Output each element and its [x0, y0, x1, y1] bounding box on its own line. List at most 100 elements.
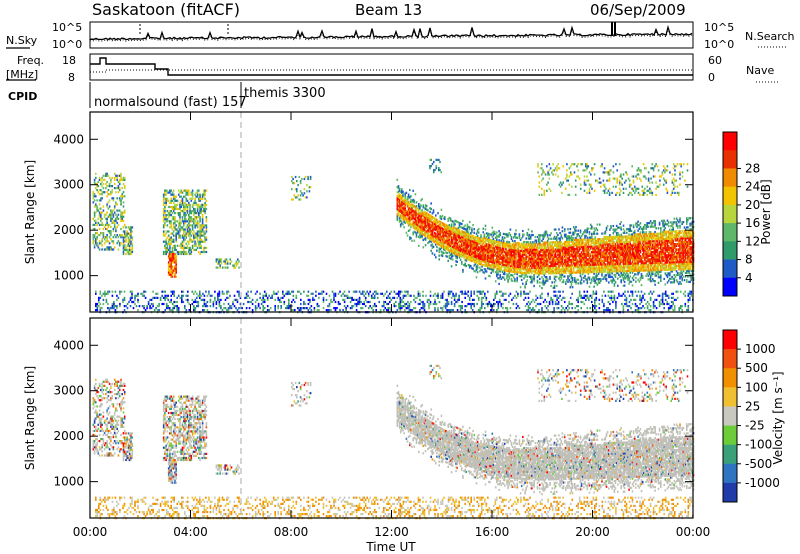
scatter-cell [597, 272, 600, 275]
scatter-cell [421, 227, 423, 230]
scatter-cell [111, 217, 113, 220]
scatter-cell [596, 267, 599, 270]
scatter-cell [466, 229, 469, 232]
scatter-cell [559, 275, 561, 278]
scatter-cell [541, 272, 543, 275]
scatter-cell [199, 242, 201, 245]
scatter-cell [596, 229, 599, 232]
scatter-cell [106, 221, 108, 224]
scatter-cell [421, 218, 423, 221]
scatter-cell [181, 236, 184, 239]
scatter-cell [476, 258, 479, 261]
scatter-cell [502, 254, 505, 257]
scatter-cell [606, 171, 608, 174]
scatter-cell [545, 232, 548, 235]
scatter-cell [205, 216, 208, 219]
scatter-cell [593, 280, 595, 283]
scatter-cell [501, 238, 504, 241]
scatter-cell [562, 262, 565, 265]
scatter-cell [482, 231, 485, 234]
scatter-cell [586, 163, 588, 166]
scatter-cell [404, 210, 406, 213]
scatter-cell [307, 175, 309, 179]
scatter-cell [472, 258, 474, 261]
scatter-cell [103, 215, 106, 218]
scatter-cell [536, 254, 539, 257]
scatter-cell [106, 246, 108, 249]
scatter-cell [456, 228, 458, 231]
scatter-cell [532, 243, 534, 246]
scatter-cell [502, 245, 505, 248]
scatter-cell [439, 231, 442, 234]
scatter-cell [566, 235, 568, 238]
scatter-cell [164, 216, 166, 219]
scatter-cell [165, 216, 167, 219]
scatter-cell [602, 268, 604, 271]
scatter-cell [542, 236, 544, 239]
scatter-cell [487, 256, 489, 259]
scatter-cell [466, 236, 469, 239]
scatter-cell [398, 193, 401, 196]
scatter-cell [449, 242, 452, 245]
scatter-cell [128, 226, 131, 229]
scatter-cell [571, 231, 574, 234]
scatter-cell [439, 160, 441, 164]
scatter-cell [181, 210, 184, 213]
scatter-cell [593, 278, 595, 281]
scatter-cell [179, 222, 181, 225]
scatter-cell [446, 242, 448, 245]
scatter-cell [120, 172, 122, 175]
scatter-cell [509, 264, 512, 268]
scatter-cell [529, 277, 532, 280]
scatter-cell [598, 263, 601, 266]
scatter-cell [536, 275, 539, 279]
scatter-cell [600, 245, 602, 248]
scatter-cell [193, 234, 195, 237]
scatter-cell [662, 177, 665, 180]
scatter-cell [514, 278, 516, 281]
scatter-cell [467, 233, 470, 236]
scatter-cell [505, 249, 507, 252]
scatter-cell [596, 278, 599, 281]
scatter-cell [524, 248, 526, 251]
scatter-cell [175, 238, 177, 241]
scatter-cell [566, 237, 568, 240]
scatter-cell [588, 171, 591, 174]
scatter-cell [525, 273, 527, 276]
scatter-cell [407, 202, 410, 205]
scatter-cell [592, 245, 594, 248]
scatter-cell [196, 191, 199, 194]
scatter-cell [483, 257, 486, 260]
scatter-cell [541, 245, 543, 248]
scatter-cell [453, 228, 455, 231]
scatter-cell [583, 249, 585, 252]
scatter-cell [126, 244, 128, 247]
scatter-cell [407, 195, 410, 198]
scatter-cell [96, 207, 98, 210]
scatter-cell [553, 235, 556, 238]
scatter-cell [655, 187, 657, 190]
scatter-cell [554, 244, 557, 247]
scatter-cell [432, 209, 435, 212]
scatter-cell [528, 263, 531, 266]
scatter-cell [531, 252, 533, 255]
scatter-cell [578, 265, 581, 269]
scatter-cell [581, 233, 584, 236]
scatter-cell [528, 250, 531, 253]
scatter-cell [605, 237, 608, 240]
scatter-cell [455, 251, 457, 254]
scatter-cell [556, 165, 558, 168]
scatter-cell [616, 191, 618, 194]
scatter-cell [593, 269, 595, 272]
scatter-cell [411, 199, 413, 202]
scatter-cell [548, 237, 550, 240]
scatter-cell [569, 228, 572, 231]
scatter-cell [632, 179, 635, 182]
scatter-cell [533, 241, 535, 244]
scatter-cell [559, 246, 561, 249]
scatter-cell [586, 179, 588, 182]
scatter-cell [196, 236, 199, 239]
scatter-cell [106, 191, 108, 194]
scatter-cell [585, 247, 587, 250]
scatter-cell [497, 235, 499, 238]
